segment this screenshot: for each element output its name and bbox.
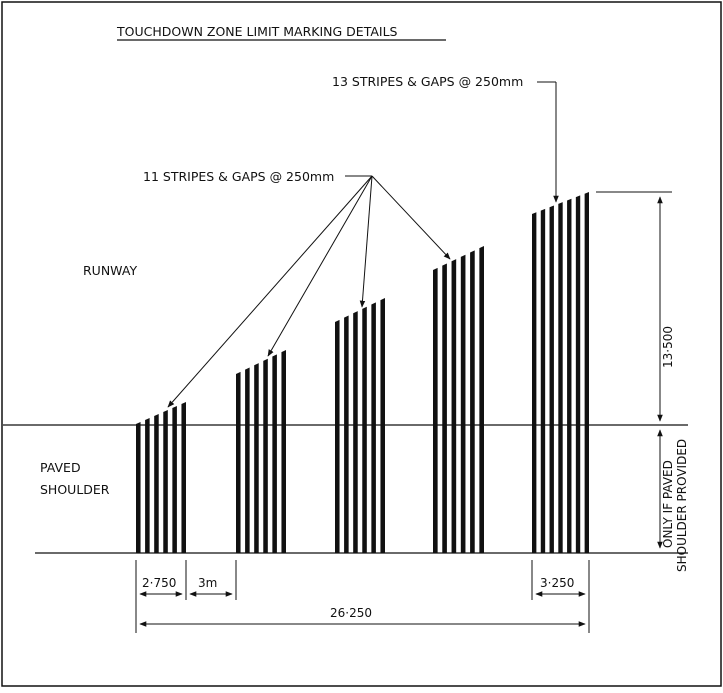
stripe-group-1 [136, 402, 186, 553]
stripe [335, 319, 340, 553]
group-width-value: 2·750 [142, 576, 176, 590]
stripe [281, 350, 286, 553]
stripe [353, 311, 358, 553]
gap-width-value: 3m [198, 576, 217, 590]
height-dimension-value: 13·500 [661, 326, 675, 368]
stripe [567, 198, 572, 553]
stripe [362, 306, 367, 553]
drawing-title: TOUCHDOWN ZONE LIMIT MARKING DETAILS [116, 24, 398, 39]
stripe [263, 358, 268, 553]
stripe [380, 298, 385, 553]
stripe [558, 202, 563, 553]
stripe [584, 192, 589, 553]
stripe [272, 354, 277, 553]
stripe [344, 315, 349, 553]
stripe-group-2 [236, 350, 286, 553]
callout-13-stripes: 13 STRIPES & GAPS @ 250mm [332, 74, 523, 89]
paved-shoulder-label-line1: PAVED [40, 460, 81, 475]
stripe [254, 363, 259, 553]
callout-arrow-group-3 [359, 175, 373, 308]
stripe [172, 406, 177, 553]
callout-arrow-group-2 [267, 175, 373, 357]
stripe [245, 367, 250, 553]
stripe [163, 410, 168, 553]
shoulder-note-line2: SHOULDER PROVIDED [675, 439, 689, 572]
last-group-width-value: 3·250 [540, 576, 574, 590]
stripe [433, 267, 438, 553]
stripe [575, 195, 581, 553]
stripe [136, 422, 141, 553]
callout-arrow-group-1 [167, 175, 373, 408]
stripe [236, 371, 241, 553]
stripe [532, 212, 537, 554]
stripe [479, 246, 484, 553]
callout-arrow-group-4 [371, 175, 451, 260]
stripe [154, 414, 159, 553]
stripe-groups [136, 192, 589, 554]
stripe [442, 263, 447, 553]
stripe [451, 259, 457, 553]
stripe-group-4 [433, 246, 484, 553]
runway-label: RUNWAY [83, 263, 137, 278]
stripe [181, 402, 186, 553]
shoulder-note-line1: ONLY IF PAVED [661, 460, 675, 548]
stripe [540, 208, 546, 553]
stripe-group-3 [335, 298, 385, 553]
stripe [371, 302, 376, 553]
stripe [145, 418, 150, 553]
stripe [470, 250, 475, 553]
stripe [549, 205, 554, 554]
stripe-group-5 [532, 192, 589, 554]
stripe [460, 254, 466, 553]
paved-shoulder-label-line2: SHOULDER [40, 482, 110, 497]
callout-11-stripes: 11 STRIPES & GAPS @ 250mm [143, 169, 334, 184]
total-length-value: 26·250 [330, 606, 372, 620]
